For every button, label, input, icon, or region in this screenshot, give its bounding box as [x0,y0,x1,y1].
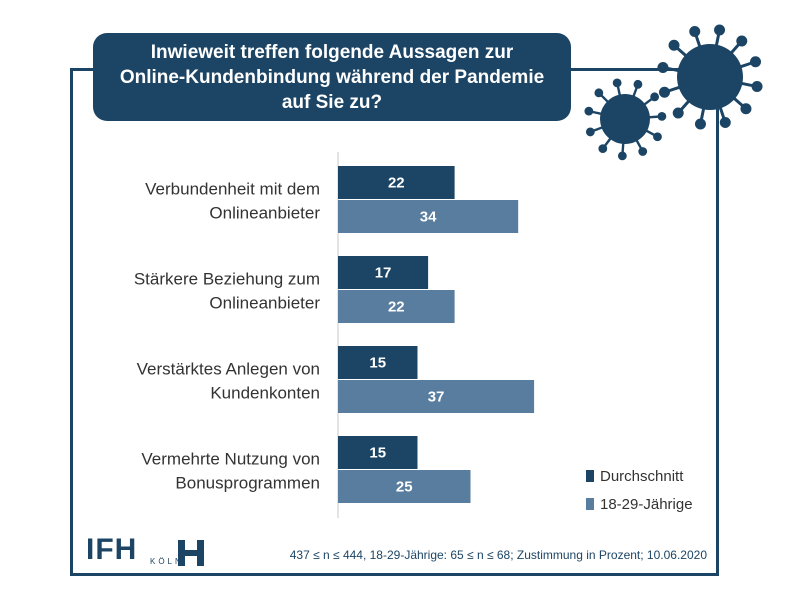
bar-young-3 [338,470,471,503]
category-label: Stärkere Beziehung zum [134,270,320,289]
category-label: Vermehrte Nutzung von [141,450,320,469]
ifh-logo: IFH [86,533,138,566]
legend-label: 18-29-Jährige [600,496,693,513]
data-label: 22 [388,299,405,316]
title-banner: Inwieweit treffen folgende Aussagen zur … [93,33,571,121]
bar-young-0 [338,200,519,233]
ifh-logo-mark [178,540,204,566]
legend-swatch [586,498,594,510]
category-label: Kundenkonten [210,384,320,403]
bar-avg-2 [338,346,418,379]
category-label: Bonusprogrammen [175,474,320,493]
legend-label: Durchschnitt [600,468,684,485]
bar-young-1 [338,290,455,323]
bar-young-2 [338,380,535,413]
category-label: Verbundenheit mit dem [145,180,320,199]
ifh-logo-subtext: KÖLN [150,557,184,566]
data-label: 17 [375,265,392,282]
data-label: 15 [369,445,386,462]
bar-avg-1 [338,256,429,289]
chart-title: Inwieweit treffen folgende Aussagen zur … [119,41,545,113]
data-label: 15 [369,355,386,372]
data-label: 25 [396,479,413,496]
footnote: 437 ≤ n ≤ 444, 18-29-Jährige: 65 ≤ n ≤ 6… [289,548,707,562]
legend-swatch [586,470,594,482]
category-label: Onlineanbieter [209,294,320,313]
data-label: 34 [420,209,437,226]
category-label: Onlineanbieter [209,204,320,223]
data-label: 22 [388,175,405,192]
category-label: Verstärktes Anlegen von [137,360,320,379]
virus-icon-large [657,24,763,130]
bar-avg-0 [338,166,455,199]
data-label: 37 [428,389,445,406]
bar-avg-3 [338,436,418,469]
virus-icon-small [584,78,667,161]
